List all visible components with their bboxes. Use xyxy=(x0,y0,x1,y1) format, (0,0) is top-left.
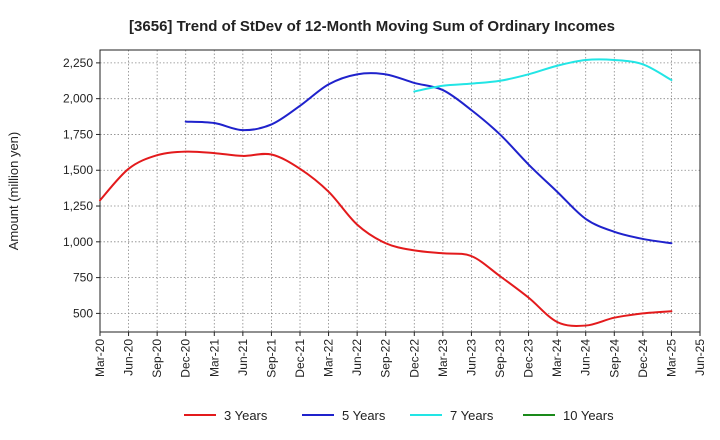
y-tick-label: 500 xyxy=(73,306,93,320)
chart-title: [3656] Trend of StDev of 12-Month Moving… xyxy=(129,18,615,35)
y-tick-label: 1,500 xyxy=(63,163,93,177)
x-tick-label: Sep-23 xyxy=(493,339,507,378)
x-tick-label: Dec-20 xyxy=(179,339,193,378)
x-tick-label: Mar-24 xyxy=(550,339,564,377)
x-tick-label: Dec-22 xyxy=(407,339,421,378)
x-tick-label: Jun-21 xyxy=(236,339,250,376)
legend-label-7-years: 7 Years xyxy=(450,408,494,423)
x-tick-label: Sep-24 xyxy=(607,339,621,378)
x-tick-label: Sep-22 xyxy=(379,339,393,378)
legend-label-5-years: 5 Years xyxy=(342,408,386,423)
x-tick-label: Dec-23 xyxy=(522,339,536,378)
x-tick-label: Sep-20 xyxy=(150,339,164,378)
x-tick-label: Jun-25 xyxy=(693,339,707,376)
y-axis-label: Amount (million yen) xyxy=(6,132,21,251)
series-lines xyxy=(99,58,673,327)
x-tick-label: Jun-24 xyxy=(579,339,593,376)
legend: 3 Years 5 Years 7 Years 10 Years xyxy=(184,408,614,423)
x-tick-label: Jun-22 xyxy=(350,339,364,376)
y-axis-ticks: 500 750 1,000 1,250 1,500 1,750 2,000 2,250 xyxy=(63,56,100,320)
x-tick-label: Dec-21 xyxy=(293,339,307,378)
x-tick-label: Mar-23 xyxy=(436,339,450,377)
x-tick-label: Jun-23 xyxy=(464,339,478,376)
x-tick-label: Mar-21 xyxy=(207,339,221,377)
x-tick-label: Sep-21 xyxy=(264,339,278,378)
x-tick-label: Jun-20 xyxy=(122,339,136,376)
x-axis-ticks: Mar-20 Jun-20 Sep-20 Dec-20 Mar-21 Jun-21 Sep-… xyxy=(93,332,707,378)
series-line-5-years xyxy=(184,72,673,245)
legend-label-10-years: 10 Years xyxy=(563,408,614,423)
y-tick-label: 2,000 xyxy=(63,92,93,106)
x-tick-label: Dec-24 xyxy=(636,339,650,378)
y-tick-label: 1,250 xyxy=(63,199,93,213)
y-tick-label: 1,750 xyxy=(63,127,93,141)
grid-lines xyxy=(100,50,700,332)
x-tick-label: Mar-25 xyxy=(664,339,678,377)
x-tick-label: Mar-20 xyxy=(93,339,107,377)
x-tick-label: Mar-22 xyxy=(322,339,336,377)
y-tick-label: 2,250 xyxy=(63,56,93,70)
series-line-3-years xyxy=(99,150,673,327)
y-tick-label: 750 xyxy=(73,271,93,285)
y-tick-label: 1,000 xyxy=(63,235,93,249)
series-line-7-years xyxy=(413,58,673,93)
legend-label-3-years: 3 Years xyxy=(224,408,268,423)
plot-frame xyxy=(99,49,701,333)
